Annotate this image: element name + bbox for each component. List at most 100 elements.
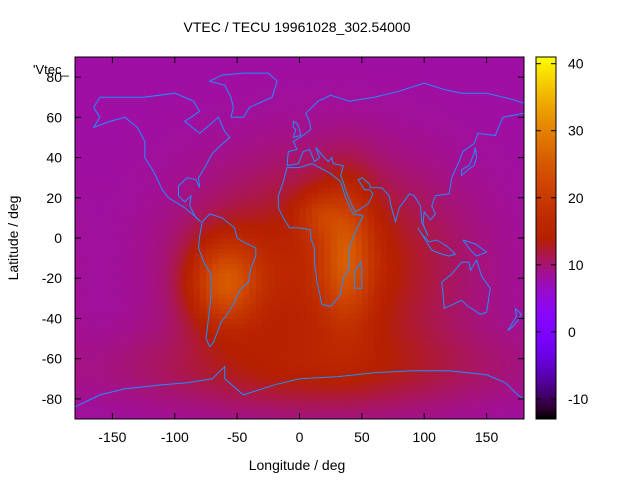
heatmap-cell bbox=[224, 187, 232, 194]
heatmap-cell bbox=[99, 147, 107, 154]
heatmap-cell bbox=[480, 293, 488, 299]
heatmap-cell bbox=[305, 162, 313, 169]
heatmap-cell bbox=[87, 137, 95, 144]
heatmap-cell bbox=[442, 182, 450, 189]
heatmap-cell bbox=[255, 403, 263, 410]
heatmap-cell bbox=[199, 343, 207, 350]
heatmap-cell bbox=[230, 373, 238, 380]
heatmap-cell bbox=[137, 333, 145, 340]
heatmap-cell bbox=[137, 353, 145, 360]
heatmap-cell bbox=[99, 378, 107, 385]
heatmap-cell bbox=[205, 338, 213, 345]
heatmap-cell bbox=[205, 177, 213, 184]
heatmap-cell bbox=[181, 308, 188, 315]
heatmap-cell bbox=[361, 338, 369, 345]
heatmap-cell bbox=[137, 132, 145, 139]
heatmap-cell bbox=[268, 92, 276, 98]
heatmap-cell bbox=[212, 338, 220, 345]
heatmap-cell bbox=[492, 298, 500, 304]
heatmap-cell bbox=[424, 248, 432, 254]
heatmap-cell bbox=[343, 192, 350, 199]
heatmap-cell bbox=[380, 343, 388, 350]
heatmap-cell bbox=[336, 388, 344, 395]
heatmap-cell bbox=[106, 167, 114, 174]
heatmap-cell bbox=[274, 258, 282, 264]
heatmap-cell bbox=[343, 258, 350, 264]
heatmap-cell bbox=[430, 273, 438, 279]
heatmap-cell bbox=[81, 77, 89, 83]
heatmap-cell bbox=[75, 308, 82, 315]
heatmap-cell bbox=[424, 388, 432, 395]
heatmap-cell bbox=[287, 132, 294, 139]
heatmap-cell bbox=[268, 333, 276, 340]
heatmap-cell bbox=[143, 67, 151, 73]
heatmap-cell bbox=[330, 227, 338, 234]
heatmap-cell bbox=[205, 217, 213, 224]
heatmap-cell bbox=[287, 268, 294, 274]
heatmap-cell bbox=[149, 333, 157, 340]
heatmap-cell bbox=[99, 187, 107, 194]
heatmap-cell bbox=[212, 398, 220, 405]
heatmap-cell bbox=[93, 182, 101, 189]
heatmap-cell bbox=[430, 408, 438, 415]
heatmap-cell bbox=[336, 363, 344, 370]
heatmap-cell bbox=[442, 187, 450, 194]
heatmap-cell bbox=[361, 318, 369, 325]
heatmap-cell bbox=[405, 273, 413, 279]
heatmap-cell bbox=[386, 222, 394, 229]
heatmap-cell bbox=[156, 413, 163, 419]
heatmap-cell bbox=[249, 137, 257, 144]
heatmap-cell bbox=[75, 187, 82, 194]
heatmap-cell bbox=[280, 323, 288, 330]
heatmap-cell bbox=[118, 283, 126, 289]
heatmap-cell bbox=[81, 167, 89, 174]
heatmap-cell bbox=[442, 338, 450, 345]
heatmap-cell bbox=[499, 132, 506, 139]
heatmap-cell bbox=[193, 62, 201, 68]
heatmap-cell bbox=[193, 243, 201, 249]
heatmap-cell bbox=[237, 328, 244, 335]
heatmap-cell bbox=[280, 227, 288, 234]
heatmap-cell bbox=[112, 222, 120, 229]
heatmap-cell bbox=[106, 348, 114, 355]
heatmap-cell bbox=[237, 142, 244, 149]
heatmap-cell bbox=[442, 398, 450, 405]
heatmap-cell bbox=[411, 202, 419, 209]
heatmap-cell bbox=[430, 147, 438, 154]
heatmap-cell bbox=[149, 313, 157, 320]
heatmap-cell bbox=[474, 167, 481, 174]
heatmap-cell bbox=[374, 333, 382, 340]
heatmap-cell bbox=[75, 207, 82, 214]
heatmap-cell bbox=[187, 288, 195, 294]
heatmap-cell bbox=[131, 268, 138, 274]
heatmap-cell bbox=[424, 338, 432, 345]
heatmap-cell bbox=[467, 107, 475, 113]
heatmap-cell bbox=[268, 248, 276, 254]
heatmap-cell bbox=[262, 383, 269, 390]
heatmap-cell bbox=[87, 243, 95, 249]
heatmap-cell bbox=[218, 97, 226, 103]
heatmap-cell bbox=[162, 308, 170, 315]
heatmap-cell bbox=[336, 258, 344, 264]
heatmap-cell bbox=[280, 197, 288, 204]
heatmap-cell bbox=[393, 338, 400, 345]
heatmap-cell bbox=[274, 72, 282, 78]
heatmap-cell bbox=[492, 137, 500, 144]
heatmap-cell bbox=[436, 117, 444, 123]
heatmap-cell bbox=[318, 318, 326, 325]
heatmap-cell bbox=[218, 308, 226, 315]
heatmap-cell bbox=[455, 278, 463, 284]
heatmap-cell bbox=[355, 112, 363, 118]
heatmap-cell bbox=[106, 207, 114, 214]
heatmap-cell bbox=[436, 388, 444, 395]
heatmap-cell bbox=[417, 323, 425, 330]
heatmap-cell bbox=[287, 197, 294, 204]
heatmap-cell bbox=[87, 157, 95, 164]
heatmap-cell bbox=[324, 293, 332, 299]
heatmap-cell bbox=[430, 268, 438, 274]
heatmap-cell bbox=[274, 323, 282, 330]
heatmap-cell bbox=[181, 97, 188, 103]
heatmap-cell bbox=[393, 253, 400, 259]
heatmap-cell bbox=[374, 67, 382, 73]
heatmap-cell bbox=[106, 157, 114, 164]
